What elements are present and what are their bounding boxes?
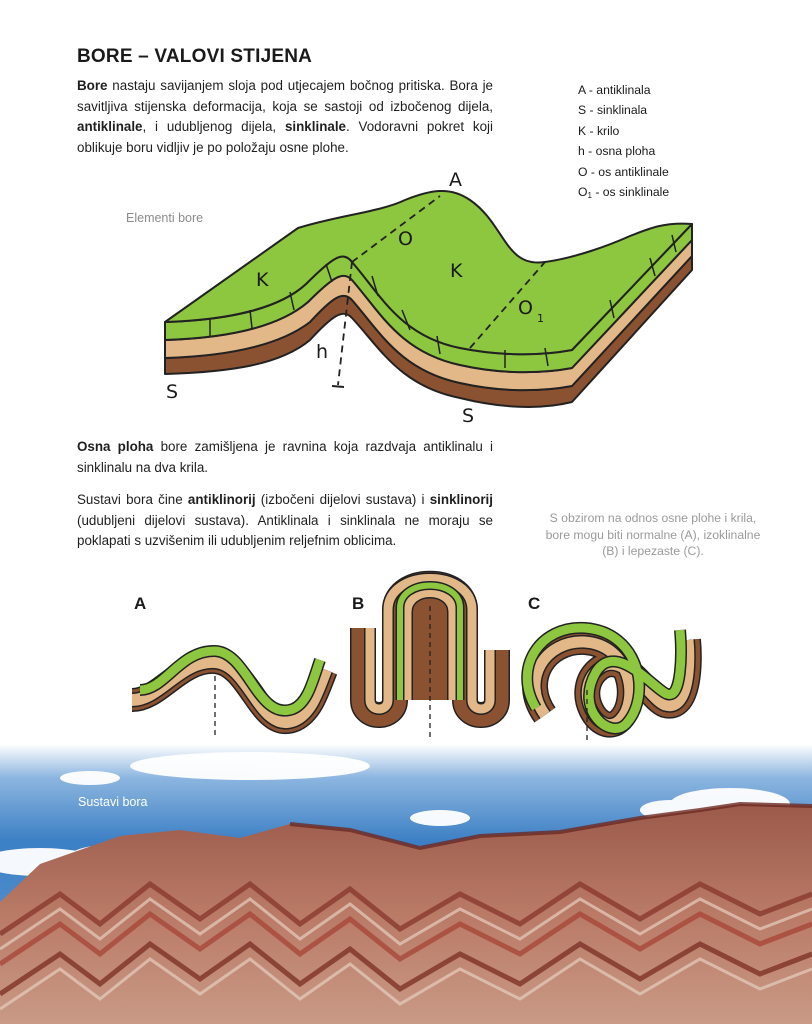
axis-o-line xyxy=(351,195,441,263)
legend-item-o: O - os antiklinale xyxy=(578,164,669,179)
photo-strata xyxy=(0,801,812,997)
fold-top-surface xyxy=(164,189,693,356)
intro-text-2: , i udubljenog dijela, xyxy=(142,119,285,134)
intro-text-1: nastaju savijanjem sloja pod utjecajem b… xyxy=(77,78,493,114)
legend-o1-sub: 1 xyxy=(587,191,592,201)
label-k-left: K xyxy=(256,269,269,291)
term-osna-ploha: Osna ploha xyxy=(77,439,154,454)
term-sinklinorij: sinklinorij xyxy=(429,492,493,507)
fold-type-label-c: C xyxy=(528,594,541,613)
fold-type-label-a: A xyxy=(134,594,147,613)
fold-type-label-b: B xyxy=(352,594,365,613)
intro-text-3: . Vodoravni pokret koji oblikuje boru vi… xyxy=(77,119,494,155)
axial-plane-h-line xyxy=(337,261,353,386)
fold-systems-photo xyxy=(0,744,812,1024)
legend-item-h: h - osna ploha xyxy=(578,144,656,159)
label-a: A xyxy=(449,169,462,191)
term-sinklinala: sinklinale xyxy=(284,119,346,134)
sustavi-text-2: (izbočeni dijelovi sustava) i xyxy=(255,492,430,507)
fold-types-note: S obzirom na odnos osne plohe i krila, b… xyxy=(545,511,761,558)
photo-caption: Sustavi bora xyxy=(78,795,148,809)
label-o: O xyxy=(398,228,413,250)
term-bore: Bore xyxy=(77,78,108,93)
label-k-right: K xyxy=(450,260,463,282)
axial-plane-end xyxy=(331,385,345,388)
diagram-caption: Elementi bore xyxy=(126,211,204,225)
label-o1-sub: 1 xyxy=(537,312,544,325)
label-s-bottom: S xyxy=(462,405,474,427)
label-s-left: S xyxy=(166,381,178,403)
fold-elements-diagram: A O K K O 1 h S S xyxy=(164,169,693,427)
legend-o1-letter: O xyxy=(578,185,588,200)
sustavi-text-1: Sustavi bora čine xyxy=(77,492,188,507)
term-antiklinala: antiklinale xyxy=(77,119,143,134)
diagram-labels: A O K K O 1 h S S xyxy=(166,169,544,427)
term-antiklinorij: antiklinorij xyxy=(187,492,256,507)
page-title: BORE – VALOVI STIJENA xyxy=(77,46,313,67)
legend-item-s: S - sinklinala xyxy=(578,103,648,118)
fold-segment-lines xyxy=(209,234,677,368)
osna-text: bore zamišljena je ravnina koja razdvaja… xyxy=(77,439,493,475)
legend-item-k: K - krilo xyxy=(578,123,620,138)
legend-o1-text: - os sinklinale xyxy=(591,185,670,200)
legend: A - antiklinala S - sinklinala K - krilo… xyxy=(578,80,669,206)
label-o1: O xyxy=(518,297,533,319)
sustavi-text-3: (udubljeni dijelovi sustava). Antiklinal… xyxy=(77,512,493,549)
legend-item-o1: O1 - os sinklinale xyxy=(578,182,669,206)
legend-item-a: A - antiklinala xyxy=(578,83,651,97)
photo-mountains xyxy=(0,804,812,1024)
fold-systems-paragraph: Sustavi bora čine antiklinorij (izbočeni… xyxy=(77,490,493,552)
intro-paragraph: Bore nastaju savijanjem sloja pod utjeca… xyxy=(77,76,493,158)
axial-plane-paragraph: Osna ploha bore zamišljena je ravnina ko… xyxy=(77,437,493,478)
label-h: h xyxy=(316,341,328,363)
fold-axis-lines xyxy=(337,195,546,386)
